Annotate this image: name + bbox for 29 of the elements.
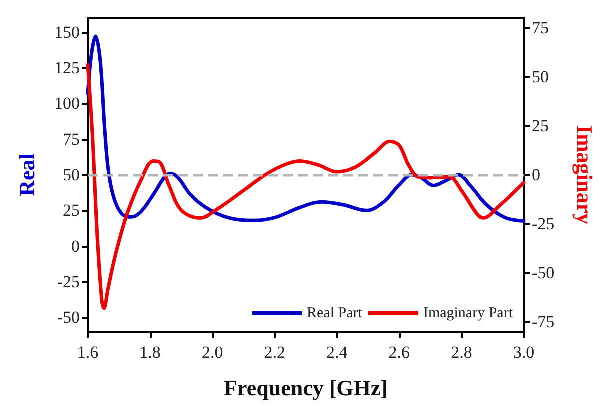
y-tick-label: 125 [54, 58, 80, 78]
y-tick-label: 50 [63, 166, 80, 184]
y2-tick-label: 50 [532, 67, 549, 86]
y-tick-label: 150 [54, 22, 80, 42]
x-tick-label: 2.4 [326, 343, 348, 362]
y-tick-label: 0 [72, 236, 80, 256]
x-tick-label: 2.6 [388, 343, 410, 362]
y-tick-label: 75 [63, 130, 80, 149]
x-tick-label: 1.6 [77, 343, 99, 362]
y-tick-label: -25 [57, 272, 80, 292]
x-axis-title: Frequency [GHz] [224, 376, 388, 400]
y2-axis-title: Imaginary [572, 126, 598, 224]
y2-tick-label: -75 [532, 312, 555, 332]
x-tick-label: 2.2 [264, 343, 286, 362]
y-tick-label: 25 [63, 201, 80, 220]
y-axis-title: Real [14, 154, 40, 196]
y2-tick-label: -50 [532, 264, 555, 283]
y2-tick-label: -25 [532, 214, 555, 234]
y2-tick-label: 0 [532, 166, 540, 184]
x-tick-label: 3.0 [513, 343, 535, 362]
y-tick-label: -50 [57, 308, 80, 328]
y2-tick-label: 25 [532, 116, 549, 136]
x-tick-label: 1.8 [140, 343, 161, 362]
x-tick-label: 2.0 [202, 343, 224, 362]
y2-tick-label: 75 [532, 18, 549, 38]
x-tick-label: 2.8 [451, 343, 472, 362]
y-tick-label: 100 [54, 94, 80, 114]
legend-label: Real Part [307, 306, 364, 322]
legend-label: Imaginary Part [423, 306, 514, 322]
